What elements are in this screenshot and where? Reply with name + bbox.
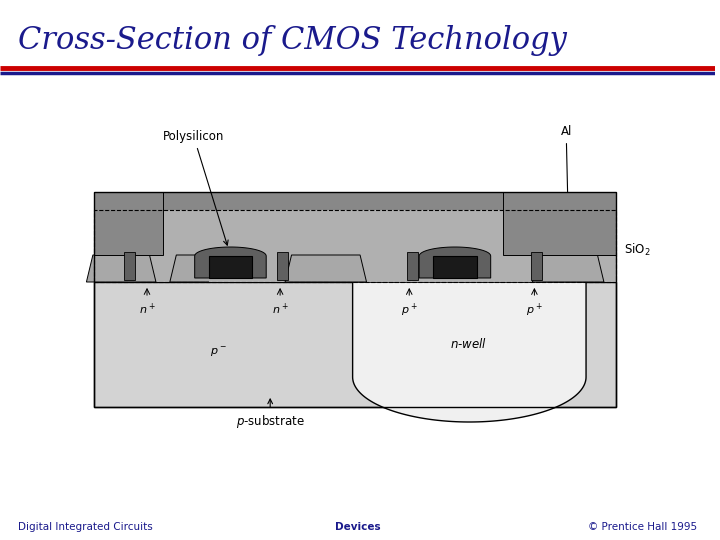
Polygon shape	[86, 255, 156, 282]
Bar	[94, 282, 616, 407]
Text: Cross-Section of CMOS Technology: Cross-Section of CMOS Technology	[18, 25, 567, 56]
Bar	[531, 252, 542, 280]
Bar	[407, 252, 418, 280]
Text: $p^+$: $p^+$	[401, 302, 418, 319]
Polygon shape	[194, 247, 266, 278]
Polygon shape	[353, 282, 586, 422]
Bar	[433, 278, 477, 282]
Bar	[94, 210, 616, 282]
Text: Devices: Devices	[335, 522, 380, 532]
Polygon shape	[170, 255, 220, 282]
Bar	[94, 255, 616, 282]
Text: $p^-$: $p^-$	[210, 346, 227, 359]
Bar	[94, 192, 616, 407]
Polygon shape	[285, 255, 366, 282]
Text: SiO$_2$: SiO$_2$	[624, 241, 650, 258]
Text: Digital Integrated Circuits: Digital Integrated Circuits	[18, 522, 153, 532]
Bar	[94, 210, 616, 255]
Bar	[94, 192, 616, 210]
Bar	[209, 256, 252, 278]
Bar	[94, 192, 163, 255]
Bar	[433, 256, 477, 278]
Polygon shape	[419, 247, 491, 278]
Text: $p^+$: $p^+$	[526, 302, 543, 319]
Text: Al: Al	[560, 125, 572, 213]
Text: $p$-substrate: $p$-substrate	[236, 399, 305, 430]
Text: $n^+$: $n^+$	[271, 302, 289, 318]
Bar	[124, 252, 135, 280]
Text: $n^+$: $n^+$	[139, 302, 156, 318]
Bar	[276, 252, 287, 280]
Text: Polysilicon: Polysilicon	[163, 130, 228, 245]
Polygon shape	[532, 255, 604, 282]
Text: $n$-well: $n$-well	[450, 337, 487, 351]
Text: © Prentice Hall 1995: © Prentice Hall 1995	[588, 522, 697, 532]
Bar	[503, 192, 616, 255]
Bar	[209, 278, 252, 282]
